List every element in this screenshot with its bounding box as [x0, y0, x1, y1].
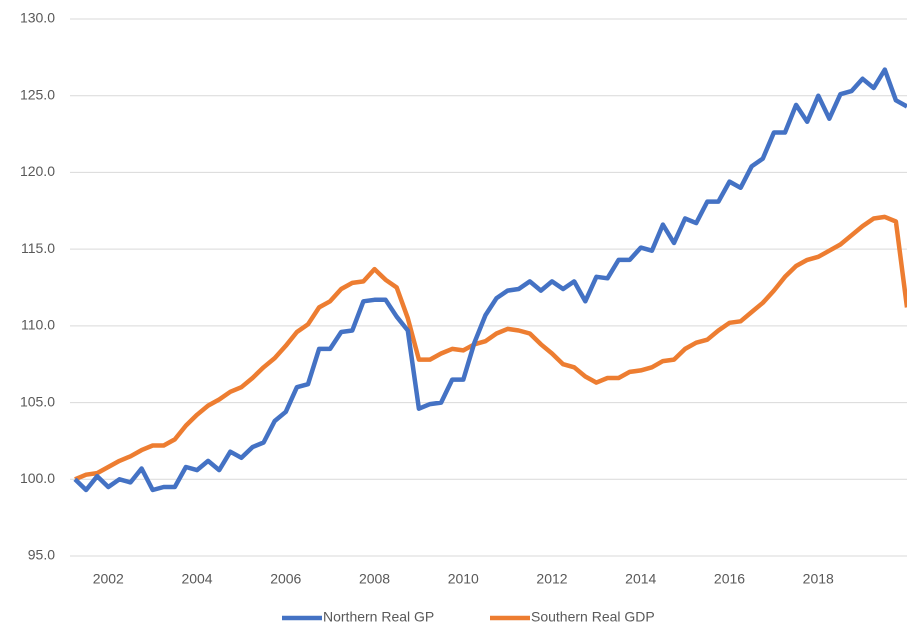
x-tick-label: 2012 — [536, 571, 567, 587]
y-tick-label: 125.0 — [20, 86, 55, 102]
legend-label: Northern Real GP — [323, 609, 434, 625]
legend-label: Southern Real GDP — [531, 609, 655, 625]
y-tick-label: 105.0 — [20, 393, 55, 409]
y-tick-label: 100.0 — [20, 470, 55, 486]
x-tick-label: 2006 — [270, 571, 301, 587]
y-tick-label: 95.0 — [28, 547, 55, 563]
x-tick-label: 2018 — [803, 571, 834, 587]
x-tick-label: 2016 — [714, 571, 745, 587]
y-tick-label: 110.0 — [21, 317, 55, 333]
x-tick-label: 2002 — [93, 571, 124, 587]
series-line — [74, 214, 907, 482]
y-tick-label: 115.0 — [21, 240, 55, 256]
x-tick-label: 2014 — [625, 571, 656, 587]
x-tick-label: 2004 — [181, 571, 212, 587]
x-tick-label: 2010 — [448, 571, 479, 587]
x-tick-label: 2008 — [359, 571, 390, 587]
y-tick-label: 120.0 — [20, 163, 55, 179]
series-line — [73, 67, 907, 493]
y-tick-label: 130.0 — [20, 10, 55, 26]
